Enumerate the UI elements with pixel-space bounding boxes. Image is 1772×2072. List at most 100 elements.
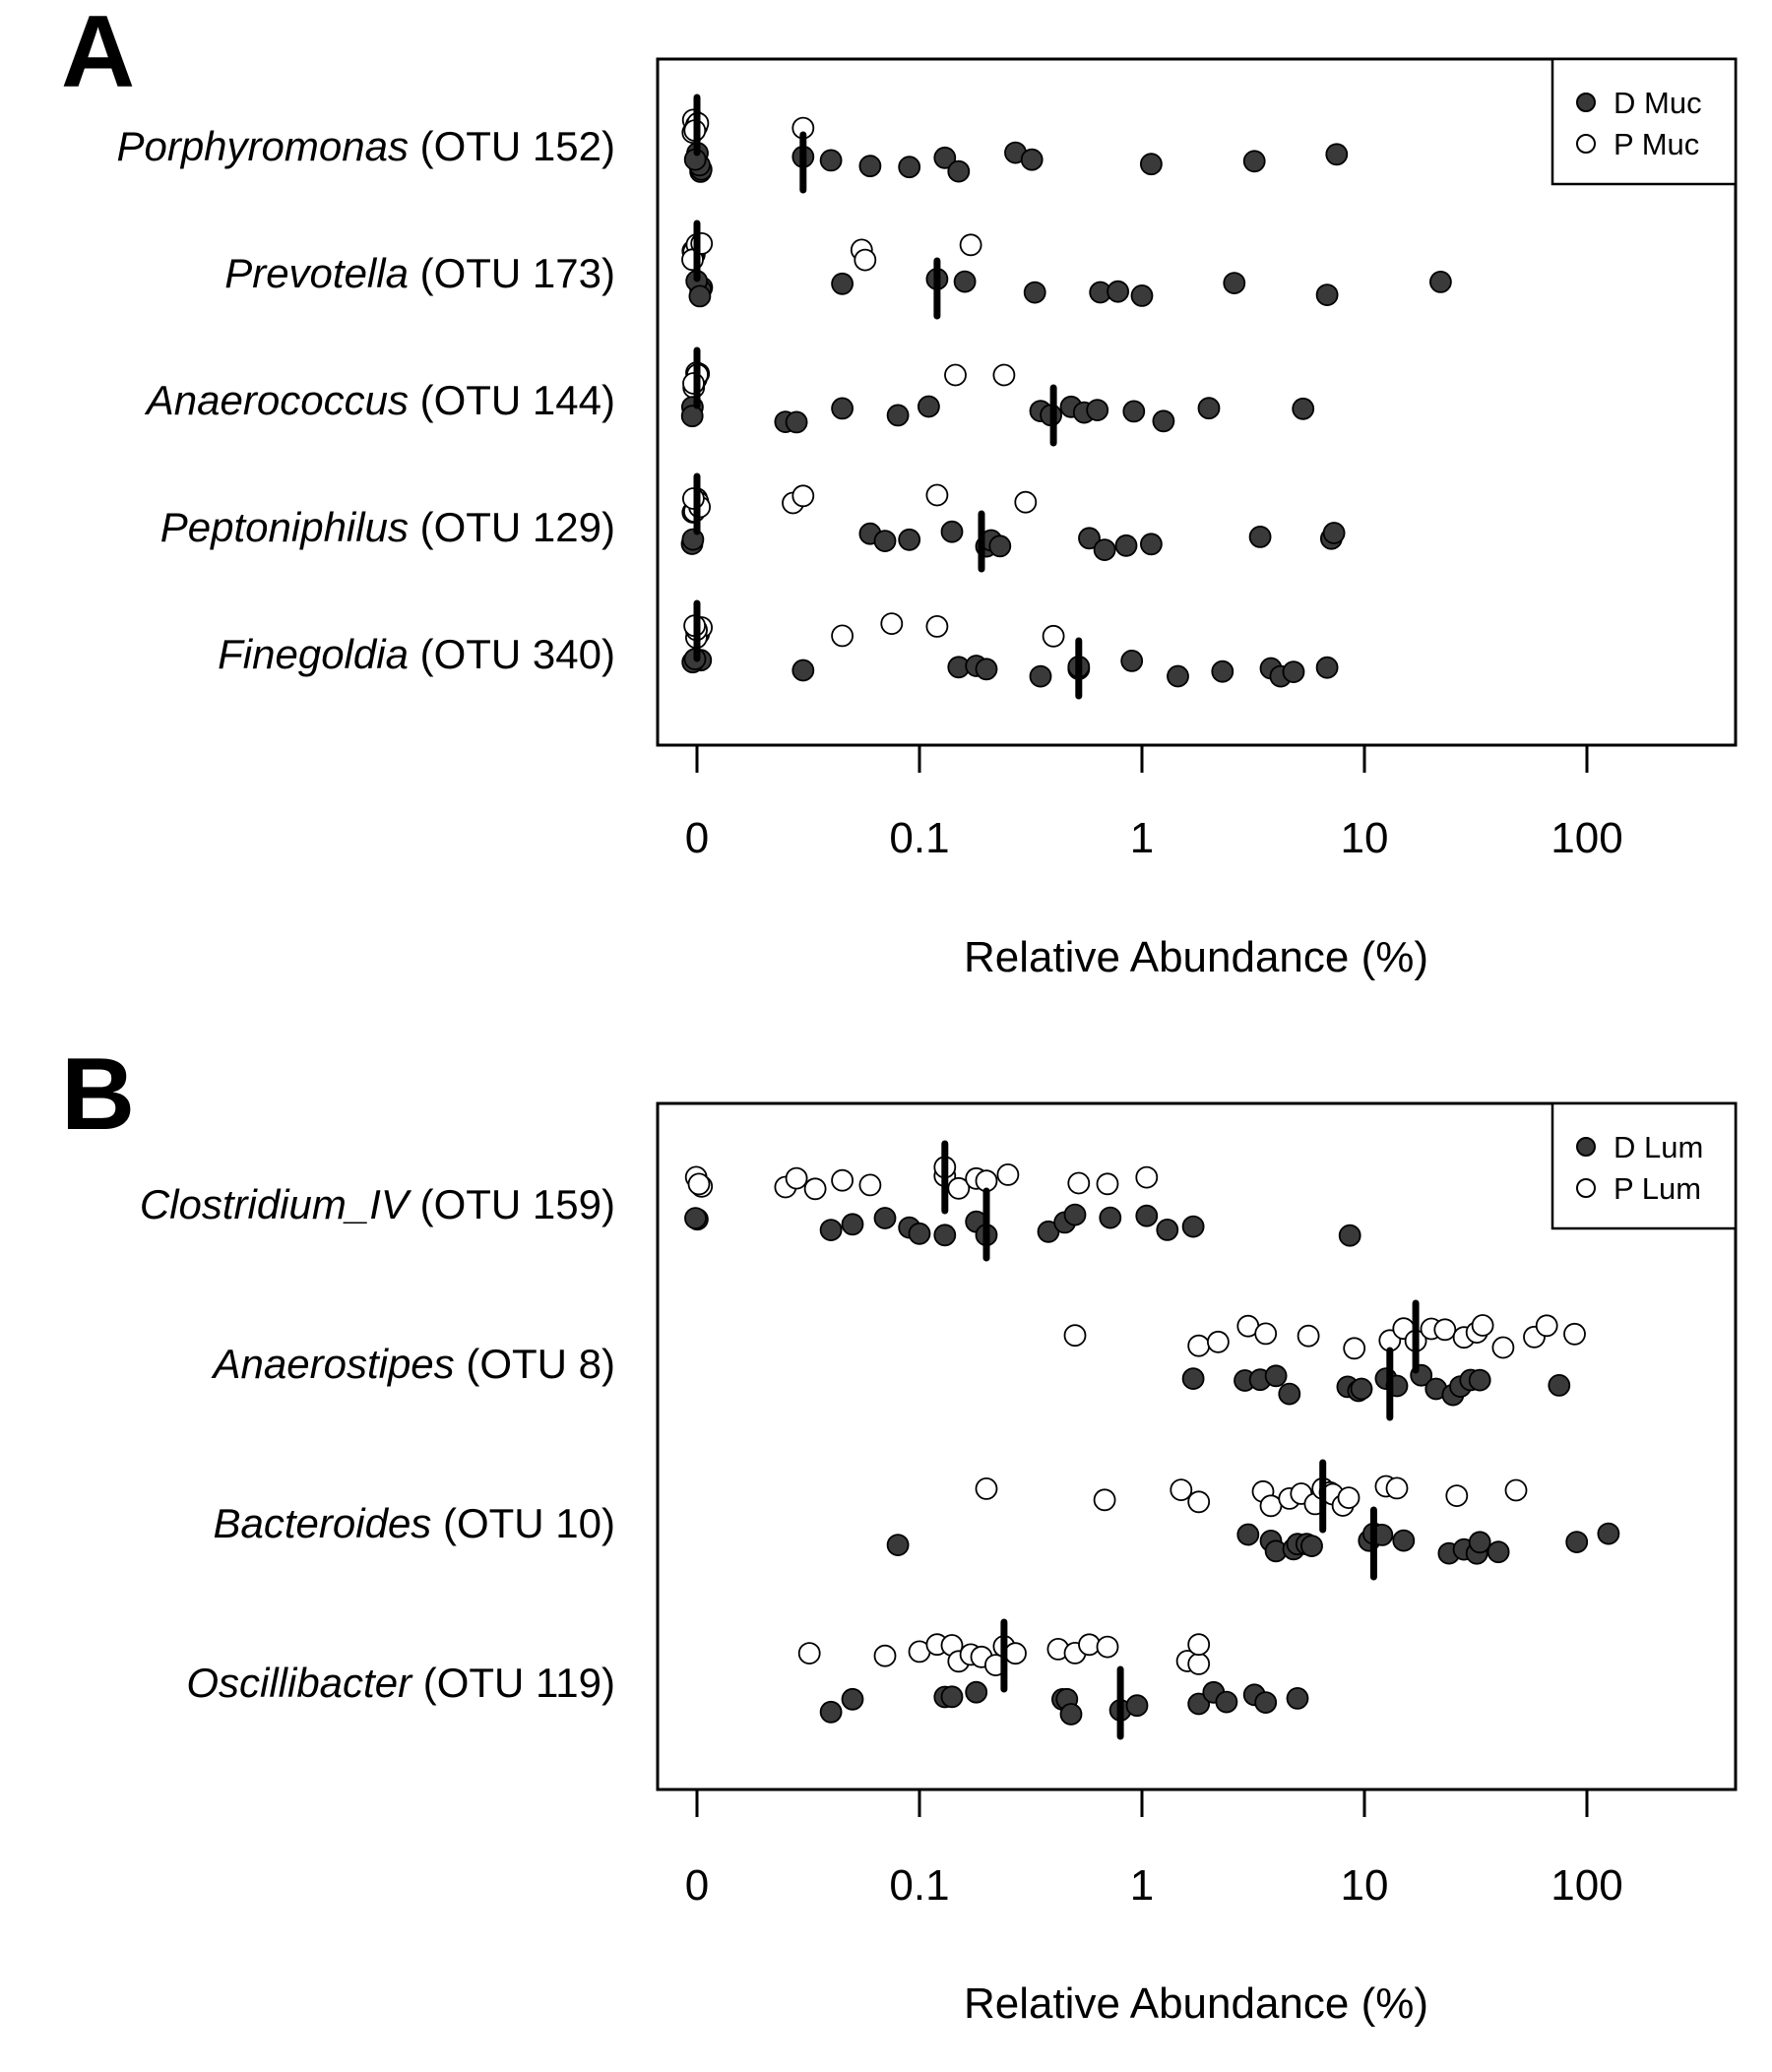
panel-letter-b: B — [61, 1037, 135, 1152]
data-point-filled — [1125, 1694, 1149, 1718]
data-point-open — [1433, 1318, 1457, 1342]
data-point-open — [1337, 1486, 1361, 1509]
data-point-filled — [873, 1207, 897, 1229]
plot-frame-b — [656, 1101, 1738, 1791]
data-point-filled — [988, 534, 1012, 558]
data-point-filled — [1236, 1523, 1260, 1546]
data-point-open — [803, 1177, 827, 1201]
legend-label: D Lum — [1614, 1130, 1703, 1164]
data-point-open — [1187, 1633, 1211, 1657]
data-point-open — [1067, 1171, 1091, 1195]
data-point-open — [785, 1166, 808, 1190]
data-point-filled — [933, 1224, 957, 1247]
data-point-filled — [1264, 1364, 1288, 1388]
data-marks-a — [680, 94, 1452, 700]
data-point-filled — [940, 520, 964, 543]
category-label: Anaerococcus (OTU 144) — [144, 377, 615, 423]
data-point-filled — [1487, 1540, 1510, 1564]
data-point-filled — [1023, 281, 1046, 304]
data-point-filled — [1315, 283, 1339, 307]
data-point-filled — [1093, 538, 1116, 561]
data-point-filled — [819, 1219, 843, 1241]
x-tick-label: 0.1 — [889, 814, 949, 862]
data-point-filled — [1122, 400, 1146, 423]
data-point-open — [992, 363, 1016, 387]
data-point-filled — [898, 528, 921, 551]
data-point-filled — [841, 1687, 864, 1711]
data-point-filled — [1468, 1368, 1491, 1392]
data-point-filled — [1107, 280, 1129, 303]
data-point-filled — [947, 159, 971, 183]
data-point-open — [1135, 1165, 1159, 1189]
data-point-open — [1535, 1314, 1558, 1338]
data-point-filled — [688, 284, 712, 308]
data-point-open — [797, 1642, 821, 1664]
data-point-filled — [684, 1207, 707, 1229]
data-point-open — [1014, 490, 1038, 514]
data-point-open — [1445, 1484, 1469, 1507]
data-point-filled — [1223, 272, 1246, 295]
data-point-filled — [918, 395, 940, 418]
category-label: Bacteroides (OTU 10) — [214, 1500, 615, 1546]
data-point-filled — [1338, 1224, 1361, 1247]
data-point-open — [873, 1644, 897, 1667]
data-point-open — [1259, 1494, 1283, 1518]
data-point-filled — [1140, 153, 1163, 176]
data-point-open — [682, 487, 705, 510]
legend-marker-filled — [1576, 1137, 1596, 1157]
data-point-open — [1297, 1324, 1320, 1348]
panel-a: A Porphyromonas (OTU 152) Prevotella (OT… — [61, 0, 1738, 981]
category-label: Clostridium_IV (OTU 159) — [140, 1181, 615, 1227]
data-point-filled — [1086, 399, 1109, 422]
data-point-filled — [886, 404, 910, 427]
data-point-open — [1004, 1642, 1027, 1665]
data-point-filled — [1197, 397, 1221, 420]
data-point-filled — [1063, 1203, 1087, 1226]
data-point-filled — [1120, 650, 1144, 672]
data-point-filled — [1292, 397, 1315, 420]
data-point-filled — [1429, 270, 1452, 293]
data-point-filled — [1029, 664, 1052, 688]
panel-b: B Clostridium_IV (OTU 159) Anaerostipes … — [61, 1037, 1738, 2028]
data-point-filled — [831, 397, 854, 420]
data-point-filled — [1156, 1219, 1179, 1241]
data-point-open — [1385, 1476, 1409, 1500]
data-point-open — [880, 612, 904, 635]
data-point-open — [858, 1173, 882, 1197]
data-point-filled — [1181, 1215, 1205, 1238]
data-point-open — [975, 1477, 998, 1500]
data-point-filled — [1286, 1687, 1309, 1710]
data-point-filled — [1215, 1690, 1238, 1714]
legend-label: P Lum — [1614, 1171, 1701, 1206]
data-point-filled — [953, 270, 977, 293]
data-point-open — [1187, 1490, 1211, 1514]
data-point-open — [1093, 1488, 1116, 1512]
data-point-open — [831, 624, 854, 648]
data-point-open — [1491, 1336, 1515, 1359]
category-label: Finegoldia (OTU 340) — [218, 631, 615, 677]
data-point-filled — [1350, 1377, 1373, 1401]
data-point-filled — [1248, 526, 1272, 548]
data-point-filled — [940, 1685, 964, 1709]
x-tick-label: 0 — [685, 814, 709, 862]
data-point-open — [925, 615, 949, 638]
data-point-open — [1170, 1478, 1193, 1501]
data-point-filled — [1300, 1535, 1323, 1557]
data-point-filled — [1167, 664, 1189, 688]
x-tick-label: 100 — [1550, 1861, 1622, 1910]
data-point-filled — [965, 1680, 988, 1704]
data-point-open — [925, 483, 949, 507]
data-point-filled — [1078, 527, 1101, 550]
data-point-open — [1187, 1653, 1211, 1675]
legend-box — [1550, 1101, 1738, 1230]
data-point-open — [959, 233, 982, 257]
category-label: Oscillibacter (OTU 119) — [186, 1660, 615, 1706]
data-point-open — [996, 1163, 1020, 1186]
data-point-filled — [1282, 660, 1305, 683]
data-point-filled — [1140, 533, 1163, 556]
data-point-filled — [831, 272, 854, 295]
data-point-filled — [841, 1213, 864, 1236]
data-point-filled — [1130, 283, 1154, 307]
x-tick-label: 10 — [1341, 1861, 1389, 1910]
